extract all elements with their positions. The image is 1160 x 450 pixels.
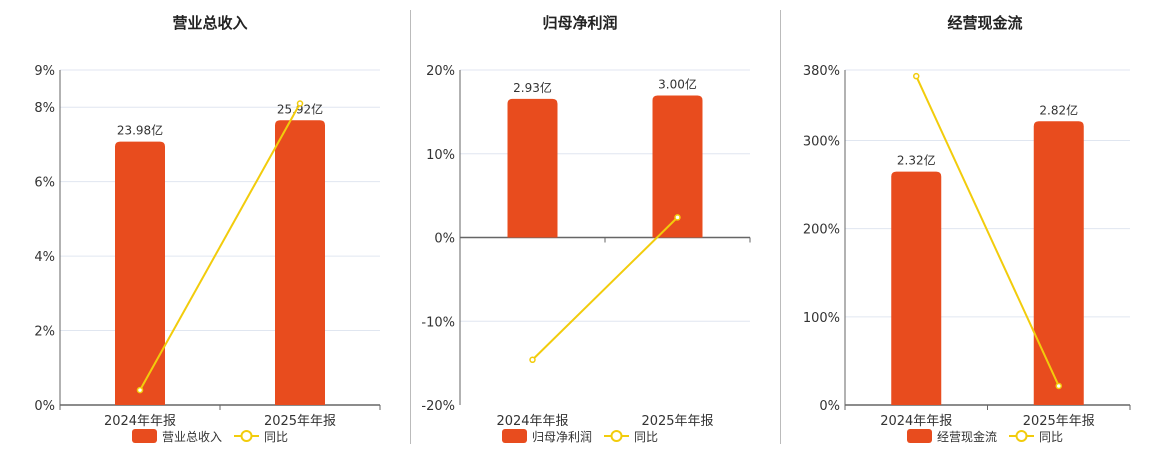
yoy-point xyxy=(674,214,681,221)
y-tick-label: 20% xyxy=(426,64,455,79)
yoy-point xyxy=(1055,382,1062,390)
legend-label: 营业总收入 xyxy=(162,430,222,444)
y-tick-label: 100% xyxy=(803,311,840,326)
bar-data-label: 2.93亿 xyxy=(513,80,552,95)
yoy-point xyxy=(913,72,920,80)
legend-line-marker xyxy=(610,430,623,442)
y-tick-label: 6% xyxy=(34,176,55,191)
bar-data-label: 2.32亿 xyxy=(897,153,936,168)
chart-title: 归母净利润 xyxy=(542,14,617,32)
divider xyxy=(780,10,781,444)
y-tick-label: 380% xyxy=(803,64,840,79)
y-tick-label: -20% xyxy=(421,399,455,414)
legend-label: 同比 xyxy=(1039,430,1063,444)
x-tick-label: 2024年年报 xyxy=(104,414,176,429)
x-tick-label: 2024年年报 xyxy=(496,414,568,429)
yoy-line xyxy=(139,103,301,391)
bar xyxy=(891,171,942,405)
legend-label: 同比 xyxy=(634,430,658,444)
legend-label: 归母净利润 xyxy=(532,430,592,444)
legend-line-marker xyxy=(1015,430,1028,442)
y-tick-label: 2% xyxy=(34,325,55,340)
bar xyxy=(652,95,703,238)
bar xyxy=(507,98,558,238)
yoy-point xyxy=(529,356,536,364)
x-tick-label: 2025年年报 xyxy=(264,414,336,429)
y-tick-label: 0% xyxy=(819,399,840,414)
bar-data-label: 23.98亿 xyxy=(117,123,163,138)
yoy-point xyxy=(296,100,304,107)
chart-title: 经营现金流 xyxy=(947,14,1022,32)
legend-bar-swatch xyxy=(502,429,527,443)
yoy-line xyxy=(531,216,679,361)
legend-label: 经营现金流 xyxy=(937,429,997,444)
yoy-point xyxy=(136,386,144,394)
x-tick-label: 2025年年报 xyxy=(1023,414,1095,429)
y-tick-label: 9% xyxy=(34,64,55,79)
bar xyxy=(1033,121,1084,405)
y-tick-label: 0% xyxy=(434,232,455,247)
x-tick-label: 2024年年报 xyxy=(880,414,952,429)
y-tick-label: 4% xyxy=(34,250,55,265)
y-tick-label: 10% xyxy=(426,148,455,163)
x-tick-label: 2025年年报 xyxy=(641,414,713,429)
legend-label: 同比 xyxy=(264,430,288,444)
legend-bar-swatch xyxy=(907,429,932,443)
legend-line-marker xyxy=(240,430,253,442)
y-tick-label: 0% xyxy=(34,399,55,414)
bar xyxy=(275,120,325,405)
bar-data-label: 2.82亿 xyxy=(1039,102,1078,117)
legend-bar-swatch xyxy=(132,429,157,443)
y-tick-label: 200% xyxy=(803,223,840,238)
divider xyxy=(410,10,411,444)
bar-data-label: 25.92亿 xyxy=(277,101,323,116)
chart-title: 营业总收入 xyxy=(172,14,247,32)
bar-data-label: 3.00亿 xyxy=(658,77,697,92)
y-tick-label: 300% xyxy=(803,135,840,150)
yoy-line xyxy=(915,75,1060,387)
bar xyxy=(115,141,165,406)
y-tick-label: -10% xyxy=(421,315,455,330)
y-tick-label: 8% xyxy=(34,101,55,116)
